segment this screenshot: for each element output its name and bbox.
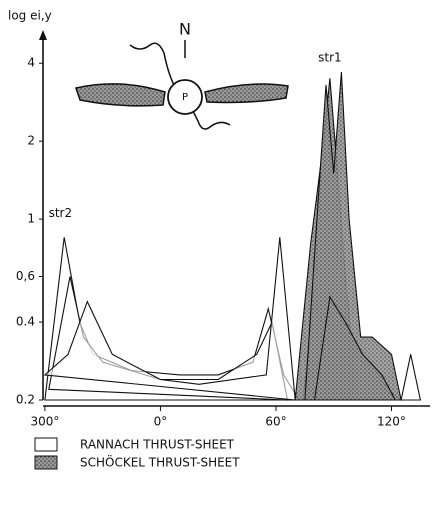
area xyxy=(313,295,397,401)
y-tick-label: 0.4 xyxy=(16,315,35,329)
annotation: str2 xyxy=(49,206,73,220)
annotation: str1 xyxy=(318,50,342,64)
y-tick-label: 2 xyxy=(27,134,35,148)
legend-swatch xyxy=(34,437,58,452)
legend-swatch xyxy=(34,455,58,470)
y-tick-label: 4 xyxy=(27,56,35,70)
north-label: N xyxy=(179,20,191,39)
point-label: P xyxy=(182,92,188,103)
legend-label: RANNACH THRUST-SHEET xyxy=(80,438,235,452)
y-tick-label: 0,6 xyxy=(16,269,35,283)
x-tick-label: 300° xyxy=(30,415,59,429)
stress-diagram xyxy=(75,40,289,130)
x-tick-label: 60° xyxy=(265,415,286,429)
y-axis-arrow xyxy=(39,30,47,40)
area xyxy=(43,237,296,401)
x-tick-label: 0° xyxy=(154,415,168,429)
y-tick-label: 1 xyxy=(27,212,35,226)
x-tick-label: 120° xyxy=(377,415,406,429)
y-axis-label: log ei,y xyxy=(8,9,52,23)
y-tick-label: 0.2 xyxy=(16,393,35,407)
legend-label: SCHÖCKEL THRUST-SHEET xyxy=(80,454,240,470)
